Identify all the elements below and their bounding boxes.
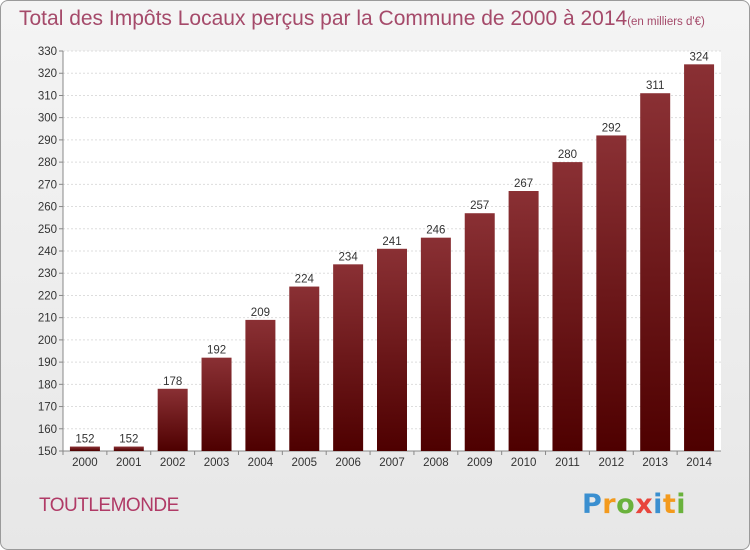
data-label-2013: 311 bbox=[646, 80, 664, 92]
x-tick-label: 2000 bbox=[72, 457, 98, 469]
data-label-2010: 267 bbox=[514, 178, 533, 190]
bars bbox=[69, 64, 715, 452]
logo-letter: r bbox=[602, 489, 617, 520]
y-tick-label: 320 bbox=[38, 68, 57, 80]
logo-letter: i bbox=[676, 489, 687, 520]
bar-2012 bbox=[596, 135, 627, 451]
data-label-2012: 292 bbox=[602, 122, 621, 134]
data-label-2007: 241 bbox=[382, 236, 401, 248]
bar-2003 bbox=[201, 357, 232, 451]
x-tick-label: 2001 bbox=[116, 457, 142, 469]
bar-2010 bbox=[508, 191, 539, 451]
x-tick-label: 2013 bbox=[642, 457, 668, 469]
logo-letter: t bbox=[662, 489, 677, 520]
data-label-2005: 224 bbox=[295, 274, 315, 286]
y-tick-label: 230 bbox=[38, 268, 57, 280]
y-tick-label: 300 bbox=[38, 113, 57, 125]
x-tick-label: 2007 bbox=[379, 457, 405, 469]
y-tick-label: 180 bbox=[38, 379, 57, 391]
logo-letter: o bbox=[616, 489, 636, 520]
x-tick-label: 2009 bbox=[467, 457, 493, 469]
x-tick-label: 2002 bbox=[160, 457, 186, 469]
x-tick-label: 2008 bbox=[423, 457, 449, 469]
data-label-2006: 234 bbox=[339, 251, 359, 263]
data-label-2009: 257 bbox=[470, 200, 489, 212]
data-label-2000: 152 bbox=[75, 434, 94, 446]
y-tick-label: 210 bbox=[38, 313, 57, 325]
bar-2013 bbox=[640, 93, 671, 451]
y-tick-label: 290 bbox=[38, 135, 57, 147]
bar-2014 bbox=[684, 64, 715, 452]
bar-2007 bbox=[377, 248, 407, 451]
bar-2006 bbox=[333, 264, 364, 451]
bar-2004 bbox=[245, 319, 276, 451]
logo-letter: P bbox=[582, 489, 603, 520]
y-tick-label: 270 bbox=[38, 179, 57, 191]
data-label-2001: 152 bbox=[119, 434, 138, 446]
data-labels: 152 152 178 192 209 224 234 241 246 257 267 280 292 3… bbox=[75, 51, 709, 445]
y-tick-label: 170 bbox=[38, 402, 57, 414]
proxiti-logo: Proxiti bbox=[582, 489, 686, 520]
y-tick-label: 260 bbox=[38, 202, 57, 214]
x-tick-label: 2010 bbox=[511, 457, 537, 469]
data-label-2002: 178 bbox=[163, 376, 182, 388]
y-tick-label: 150 bbox=[38, 446, 57, 458]
y-tick-label: 250 bbox=[38, 224, 57, 236]
x-axis: 2000 2001 2002 2003 2004 2005 2006 2007 2008 2009… bbox=[62, 451, 712, 469]
bar-2000 bbox=[69, 446, 100, 451]
y-tick-label: 200 bbox=[38, 335, 57, 347]
data-label-2004: 209 bbox=[251, 307, 270, 319]
chart-title: Total des Impôts Locaux perçus par la Co… bbox=[19, 7, 705, 31]
x-tick-label: 2003 bbox=[204, 457, 230, 469]
y-tick-label: 280 bbox=[38, 157, 57, 169]
chart-title-text: Total des Impôts Locaux perçus par la Co… bbox=[19, 7, 628, 30]
bar-2005 bbox=[289, 286, 320, 451]
y-tick-label: 240 bbox=[38, 246, 57, 258]
y-tick-label: 310 bbox=[38, 90, 57, 102]
x-tick-label: 2014 bbox=[686, 457, 712, 469]
data-label-2008: 246 bbox=[426, 225, 445, 237]
y-tick-label: 220 bbox=[38, 290, 57, 302]
bar-2001 bbox=[113, 446, 144, 451]
commune-name: TOUTLEMONDE bbox=[39, 495, 179, 516]
logo-letter: x bbox=[635, 489, 654, 520]
data-label-2003: 192 bbox=[207, 345, 226, 357]
x-tick-label: 2005 bbox=[291, 457, 317, 469]
logo-letter: i bbox=[653, 489, 663, 520]
x-tick-label: 2011 bbox=[555, 457, 580, 469]
data-label-2011: 280 bbox=[558, 149, 577, 161]
y-tick-label: 330 bbox=[38, 46, 57, 58]
x-tick-label: 2012 bbox=[599, 457, 625, 469]
y-tick-label: 160 bbox=[38, 424, 57, 436]
x-tick-label: 2004 bbox=[248, 457, 274, 469]
y-tick-label: 190 bbox=[38, 357, 57, 369]
data-label-2014: 324 bbox=[689, 51, 709, 63]
chart-unit: (en milliers d'€) bbox=[627, 16, 705, 28]
bar-2008 bbox=[420, 237, 451, 451]
bar-2011 bbox=[552, 162, 583, 451]
bar-2009 bbox=[464, 213, 495, 451]
bar-2002 bbox=[157, 388, 188, 451]
x-tick-label: 2006 bbox=[335, 457, 361, 469]
